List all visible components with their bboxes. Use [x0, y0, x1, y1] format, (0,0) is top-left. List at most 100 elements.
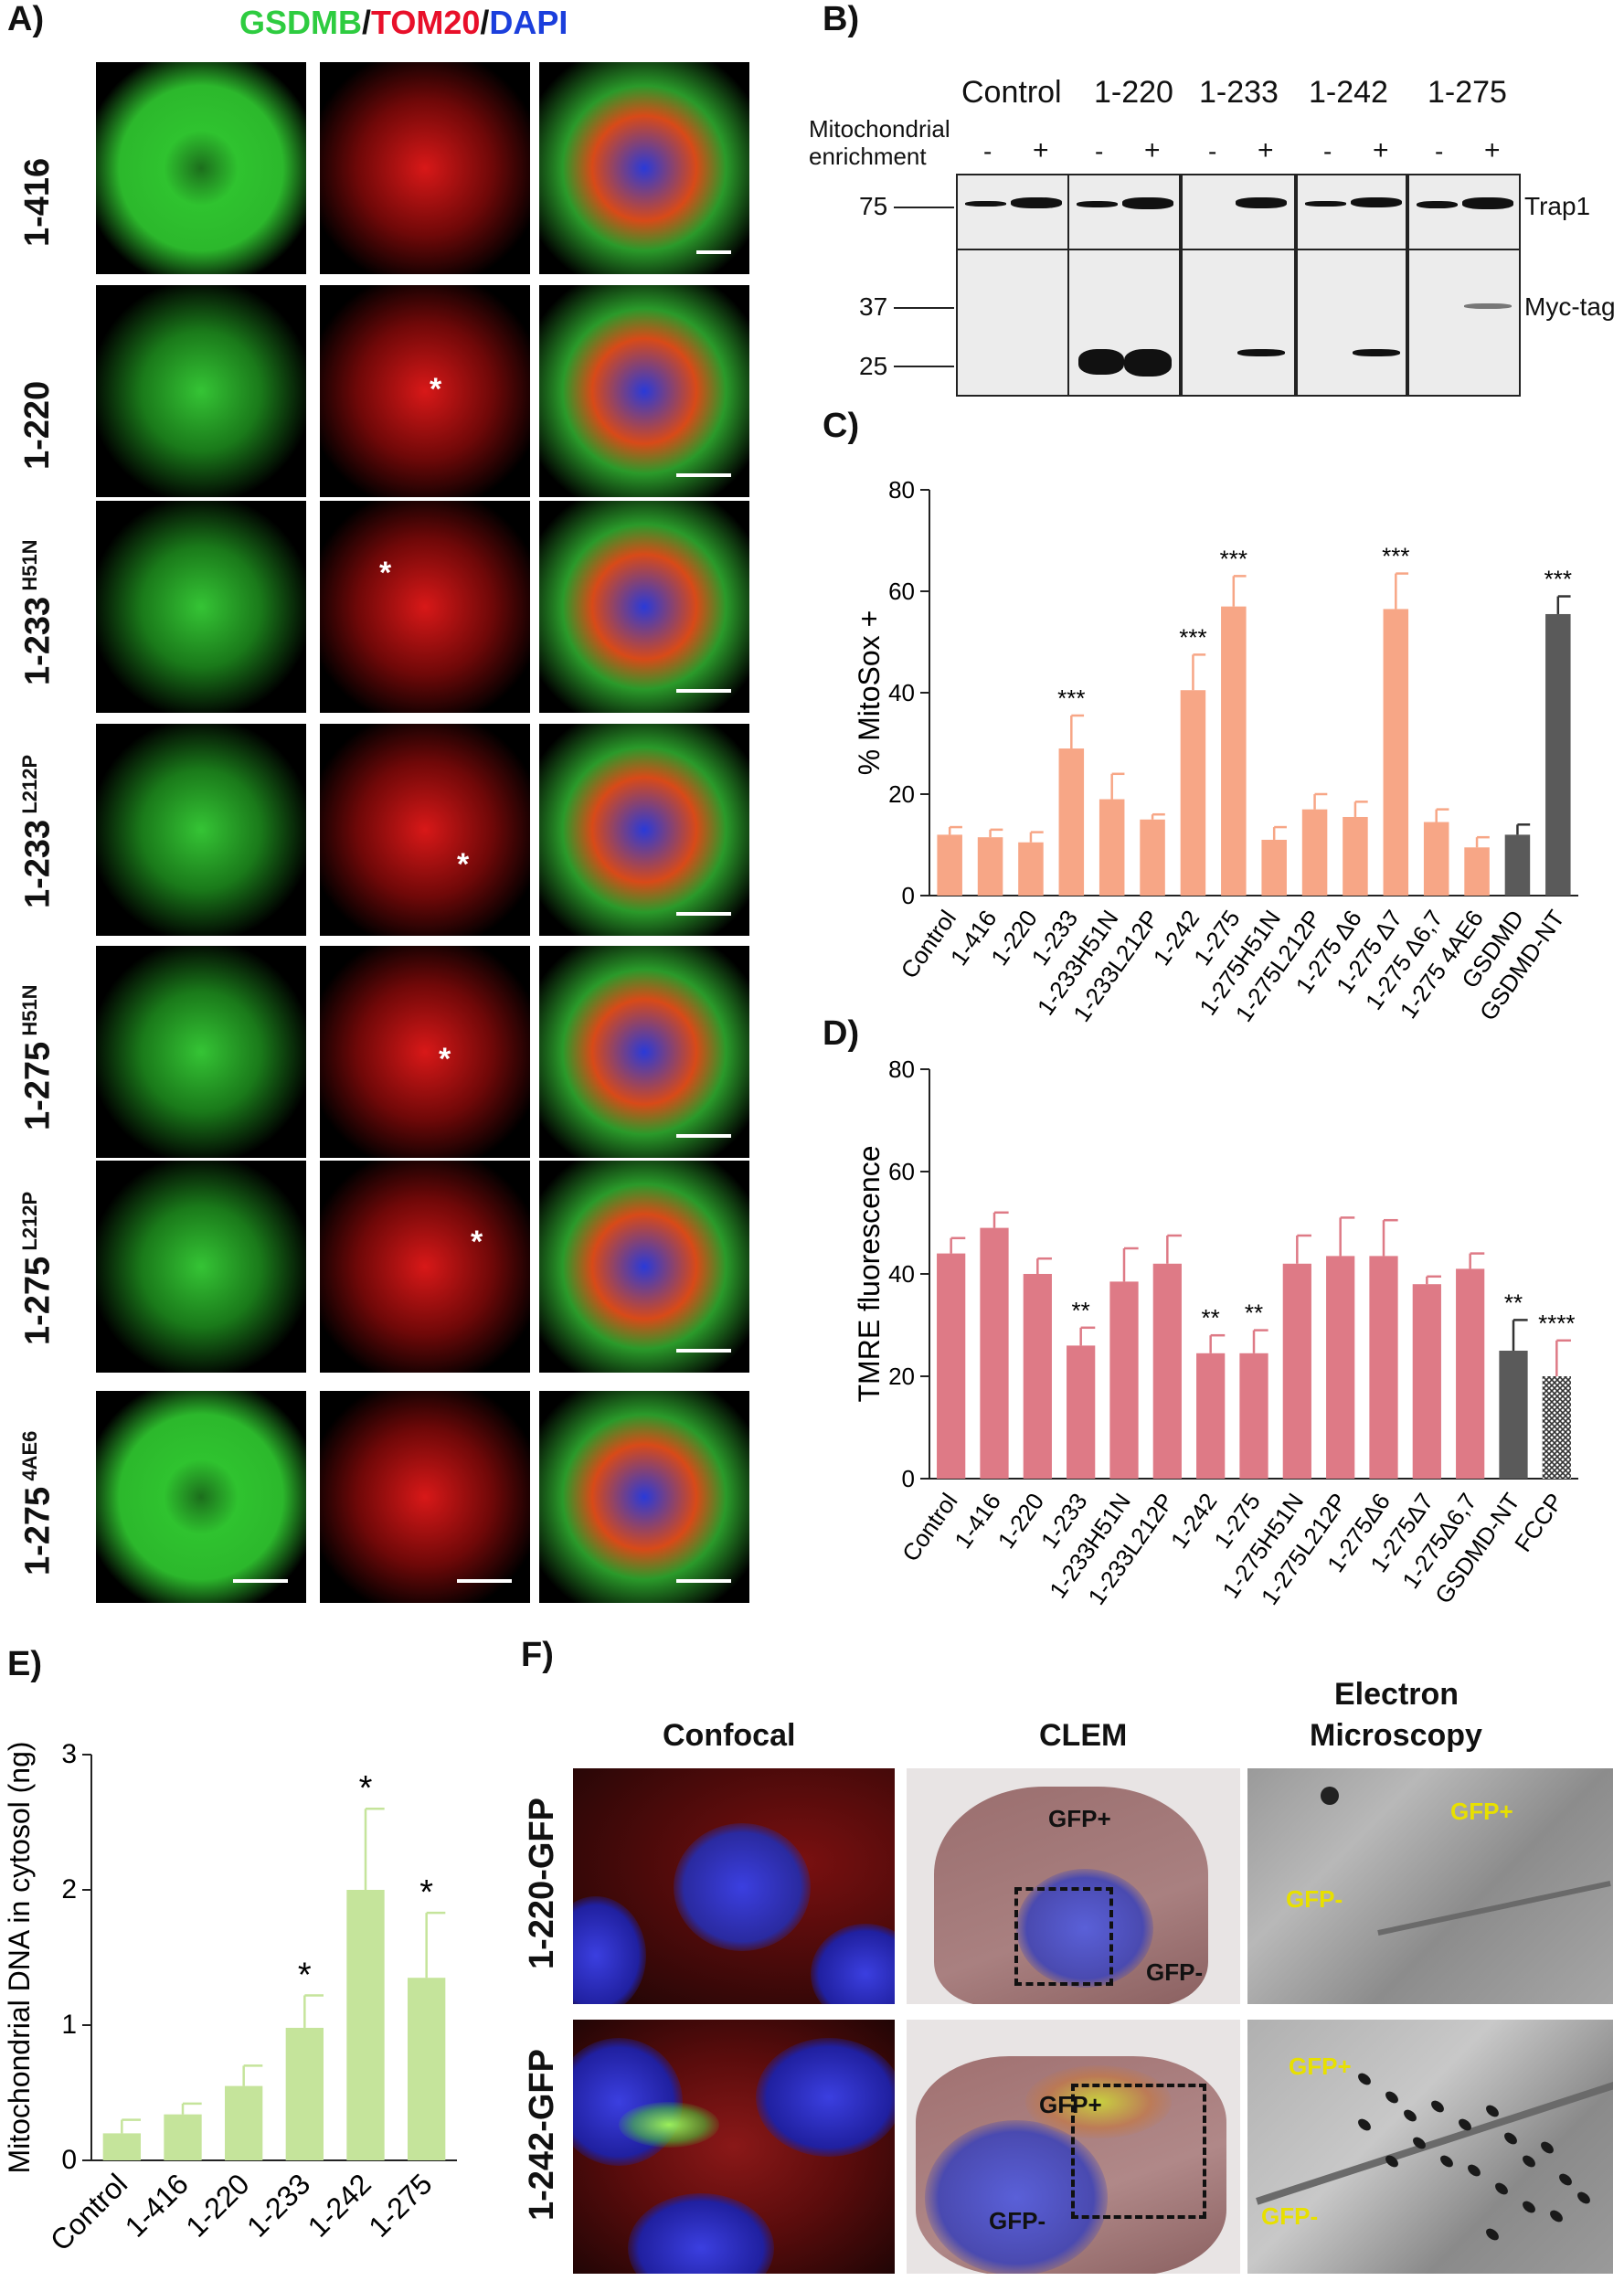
- band-label-trap1: Trap1: [1524, 192, 1591, 220]
- trap1-band-minus: [1417, 201, 1458, 209]
- category-label: Control: [897, 1488, 963, 1566]
- trap1-blot-lane: [1296, 174, 1407, 250]
- bar-FCCP: [1542, 1376, 1571, 1479]
- em-mitochondrion: [1465, 2162, 1483, 2179]
- bar-1-233: [1067, 1345, 1096, 1479]
- lane-plus: +: [1484, 135, 1501, 165]
- bar-1-275Δ7: [1412, 1284, 1441, 1479]
- bar-1-233L212P: [1140, 819, 1165, 896]
- lane-minus: -: [983, 137, 992, 165]
- gsdmb-label: GSDMB: [239, 4, 362, 41]
- em-mitochondrion: [1520, 2199, 1538, 2215]
- category-label: 1-242: [302, 2167, 377, 2243]
- clem-1-242-gfp-plus: GFP+: [1039, 2091, 1102, 2118]
- y-axis-label: Mitochondrial DNA in cytosol (ng): [3, 1741, 36, 2173]
- a-row-label-sup: L212P: [18, 754, 41, 820]
- y-tick-label: 60: [888, 578, 915, 605]
- y-tick-label: 20: [888, 1363, 915, 1390]
- significance-label: ***: [1220, 545, 1247, 572]
- bar-1-233: [285, 2027, 324, 2160]
- em-mitochondrion: [1520, 2153, 1538, 2170]
- significance-label: ***: [1179, 623, 1206, 651]
- a-row-label-2: 1-220: [18, 381, 58, 470]
- bar-1-275H51N: [1282, 1263, 1311, 1479]
- y-tick-label: 3: [61, 1739, 77, 1769]
- bar-1-275 Δ6,7: [1423, 822, 1449, 896]
- category-label: 1-275: [362, 2167, 438, 2243]
- category-label: 1-233: [240, 2167, 316, 2243]
- y-tick-label: 20: [888, 780, 915, 808]
- significance-label: *: [419, 1873, 433, 1912]
- scale-bar: [676, 912, 731, 916]
- marker-25: 25: [859, 352, 888, 380]
- category-label: 1-416: [119, 2167, 195, 2243]
- col-em-label-1: Electron: [1334, 1677, 1459, 1712]
- lane-plus: +: [1373, 135, 1389, 165]
- category-label: 1-220: [992, 1488, 1050, 1554]
- scale-bar: [676, 1349, 731, 1353]
- bar-1-416: [164, 2114, 202, 2160]
- dapi-label: DAPI: [489, 4, 568, 41]
- a-row-label-sup: H51N: [18, 984, 41, 1042]
- lane-minus: -: [1435, 137, 1444, 165]
- y-tick-label: 0: [61, 2145, 77, 2175]
- f-row-label-1: 1-220-GFP: [523, 1798, 561, 1969]
- asterisk-marker: *: [439, 1042, 451, 1077]
- a-micrograph-r7-c2: [320, 1391, 530, 1603]
- col-em-label-2: Microscopy: [1310, 1718, 1482, 1753]
- a-micrograph-r6-c3: [539, 1161, 749, 1373]
- a-row-label-main: 1-416: [18, 157, 57, 247]
- bar-1-220: [1023, 1274, 1052, 1479]
- significance-label: ***: [1382, 543, 1409, 570]
- tom20-label: TOM20: [371, 4, 481, 41]
- trap1-blot-lane: [1407, 174, 1521, 250]
- a-micrograph-r3-c3: [539, 501, 749, 713]
- y-tick-label: 0: [902, 882, 915, 909]
- bar-Control: [102, 2133, 141, 2160]
- clem-1-220-gfp-minus: GFP-: [1146, 1958, 1204, 1986]
- confocal-1-242-image: [573, 2020, 895, 2274]
- myc-blot-lane: [956, 249, 1069, 397]
- a-micrograph-r7-c1: [96, 1391, 306, 1603]
- myc-blot-lane: [1067, 249, 1181, 397]
- scale-bar: [233, 1579, 288, 1583]
- scale-bar: [676, 689, 731, 693]
- em-mitochondrion: [1538, 2139, 1556, 2156]
- em-1-220-gfp-minus: GFP-: [1286, 1885, 1343, 1913]
- y-axis-label: % MitoSox +: [853, 610, 886, 776]
- myc-band-plus: [1237, 349, 1285, 356]
- scale-bar: [696, 250, 731, 254]
- y-tick-label: 1: [61, 2010, 77, 2040]
- em-1-220-image: GFP+ GFP-: [1247, 1768, 1613, 2004]
- clem-1-220-zoom-box: [1014, 1887, 1113, 1986]
- em-mitochondrion: [1355, 2071, 1374, 2087]
- group-label-1-275: 1-275: [1428, 75, 1507, 110]
- trap1-blot-lane: [1067, 174, 1181, 250]
- a-row-label-main: 1-220: [18, 380, 57, 470]
- em-1-242-gfp-minus: GFP-: [1261, 2202, 1319, 2230]
- group-label-1-220: 1-220: [1094, 75, 1173, 110]
- enrichment-label-1: Mitochondrial: [809, 115, 950, 143]
- a-row-label-3: 1-233 H51N: [18, 539, 58, 685]
- em-mitochondrion: [1428, 2098, 1447, 2115]
- category-label: 1-242: [1165, 1488, 1223, 1554]
- bar-1-275Δ6,7: [1456, 1268, 1485, 1479]
- bar-GSDMD-NT: [1499, 1351, 1528, 1479]
- scale-bar: [676, 473, 731, 477]
- slash: /: [362, 4, 372, 41]
- scale-bar: [676, 1579, 731, 1583]
- trap1-band-plus: [1462, 197, 1513, 209]
- bar-1-416: [980, 1227, 1009, 1479]
- panel-e-label: E): [7, 1645, 42, 1683]
- col-confocal-label: Confocal: [663, 1718, 796, 1753]
- clem-1-220-image: GFP+ GFP-: [907, 1768, 1240, 2004]
- bar-1-275L212P: [1326, 1256, 1355, 1479]
- em-mitochondrion: [1355, 2117, 1374, 2133]
- scale-bar: [676, 1134, 731, 1138]
- a-micrograph-r3-c1: [96, 501, 306, 713]
- bar-1-220: [1018, 842, 1044, 896]
- bar-1-242: [346, 1890, 385, 2160]
- significance-label: *: [359, 1769, 373, 1808]
- confocal-1-220-image: [573, 1768, 895, 2004]
- mtdna-chart: 0 1 2 3 Mitochondrial DNA in cytosol (ng)Con…: [3, 1739, 457, 2257]
